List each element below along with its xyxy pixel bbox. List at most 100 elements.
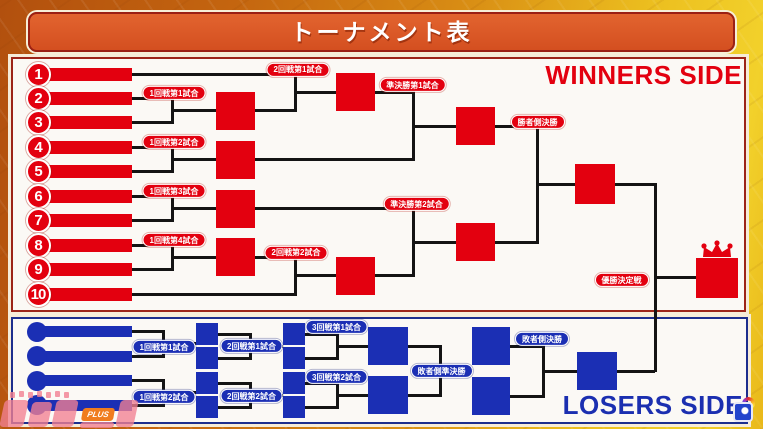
match-label: 1回戦第1試合	[142, 85, 206, 101]
seed-circle-8: 8	[25, 232, 51, 258]
loser-slot-box	[196, 323, 218, 345]
seed-circle-4: 4	[25, 134, 51, 160]
connector-line	[615, 182, 655, 186]
connector-line	[411, 90, 415, 162]
connector-line	[655, 276, 696, 280]
match-label: 1回戦第2試合	[132, 389, 196, 405]
losers-entry-circle-1	[27, 321, 47, 342]
connector-line	[170, 243, 174, 272]
winner-slot-box	[575, 164, 615, 205]
match-label: 1回戦第2試合	[142, 134, 206, 150]
loser-slot-box	[196, 372, 218, 394]
seed-circle-2: 2	[25, 85, 51, 111]
connector-line	[255, 158, 413, 162]
title-banner: トーナメント表	[28, 12, 735, 52]
seed-circle-3: 3	[25, 110, 51, 136]
match-label: 優勝決定戦	[594, 272, 649, 288]
loser-slot-box	[283, 396, 305, 418]
seed-bar-8	[38, 238, 132, 252]
winner-slot-box	[456, 107, 495, 145]
connector-line	[218, 381, 250, 385]
connector-line	[170, 97, 174, 125]
connector-line	[510, 344, 543, 348]
connector-line	[653, 182, 657, 373]
connector-line	[337, 393, 368, 397]
connector-line	[543, 369, 577, 373]
connector-line	[172, 255, 216, 259]
connector-line	[132, 379, 163, 382]
broadcaster-logo	[733, 397, 755, 422]
winners-side-label: WINNERS SIDE	[545, 60, 742, 90]
losers-entry-circle-4	[27, 395, 47, 415]
connector-line	[218, 356, 250, 360]
connector-line	[411, 207, 415, 278]
connector-line	[132, 268, 172, 272]
loser-slot-box	[196, 347, 218, 369]
connector-line	[293, 72, 297, 113]
champion-crown-icon	[701, 240, 733, 257]
connector-line	[335, 332, 339, 360]
seed-circle-6: 6	[25, 183, 51, 209]
connector-line	[255, 109, 295, 113]
loser-slot-box	[368, 327, 408, 365]
connector-line	[510, 394, 543, 398]
seed-circle-9: 9	[25, 257, 51, 283]
connector-line	[305, 405, 337, 409]
loser-slot-box	[368, 376, 408, 414]
winner-slot-box	[216, 189, 255, 228]
connector-line	[408, 393, 440, 397]
loser-slot-box	[283, 372, 305, 394]
winner-slot-box	[216, 238, 255, 277]
page-title: トーナメント表	[290, 19, 473, 45]
connector-line	[413, 124, 456, 128]
match-label: 3回戦第1試合	[305, 319, 368, 335]
connector-line	[172, 207, 216, 210]
connector-line	[132, 170, 172, 174]
match-label: 1回戦第4試合	[142, 232, 206, 248]
match-label: 1回戦第1試合	[132, 339, 196, 355]
connector-line	[218, 332, 250, 336]
connector-line	[305, 356, 337, 360]
seed-circle-7: 7	[25, 208, 51, 234]
winner-slot-box	[336, 256, 375, 295]
loser-slot-box	[196, 396, 218, 418]
seed-circle-5: 5	[25, 159, 51, 185]
winner-slot-box	[696, 257, 738, 298]
connector-line	[170, 194, 174, 223]
seed-bar-10	[38, 287, 132, 301]
loser-slot-box	[283, 323, 305, 345]
match-label: 準決勝第2試合	[383, 196, 450, 212]
seed-bar-3	[38, 116, 132, 130]
connector-line	[132, 330, 163, 333]
connector-line	[375, 274, 413, 278]
connector-line	[535, 124, 539, 244]
connector-line	[132, 72, 295, 76]
connector-line	[170, 145, 174, 174]
winner-slot-box	[456, 223, 495, 262]
connector-line	[375, 90, 413, 94]
winner-slot-box	[336, 73, 375, 112]
connector-line	[255, 207, 413, 210]
seed-bar-6	[38, 189, 132, 203]
connector-line	[132, 403, 163, 407]
match-label: 2回戦第2試合	[264, 245, 328, 260]
seed-circle-10: 10	[25, 281, 51, 307]
loser-slot-box	[472, 327, 510, 365]
connector-line	[295, 90, 336, 94]
connector-line	[413, 240, 456, 244]
seed-bar-5	[38, 165, 132, 179]
connector-line	[305, 332, 337, 336]
losers-entry-bar-2	[38, 350, 132, 362]
match-label: 1回戦第3試合	[142, 183, 206, 199]
winner-slot-box	[216, 140, 255, 179]
connector-line	[132, 219, 172, 223]
connector-line	[293, 255, 297, 296]
losers-side-label: LOSERS SIDE	[562, 390, 743, 420]
losers-entry-bar-4	[38, 399, 132, 411]
connector-line	[408, 344, 440, 348]
connector-line	[172, 109, 216, 113]
match-label: 2回戦第2試合	[220, 388, 283, 404]
seed-bar-4	[38, 140, 132, 154]
match-label: 準決勝第1試合	[379, 77, 446, 93]
match-label: 敗者側準決勝	[410, 363, 473, 379]
